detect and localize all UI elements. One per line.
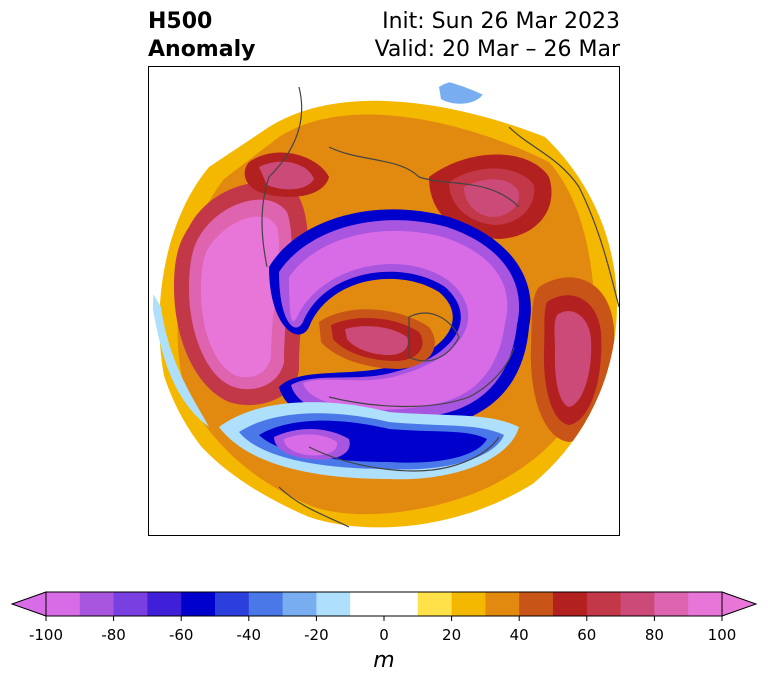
colorbar-segment	[417, 592, 453, 616]
colorbar-segment	[79, 592, 115, 616]
colorbar-tick-label: 20	[442, 626, 461, 644]
init-date: Init: Sun 26 Mar 2023	[382, 9, 620, 34]
colorbar-tick-label: 80	[645, 626, 664, 644]
map-dates: Init: Sun 26 Mar 2023 Valid: 20 Mar – 26…	[375, 8, 620, 64]
colorbar-segment	[316, 592, 351, 616]
colorbar-tick-label: 60	[577, 626, 596, 644]
anomaly-map	[153, 80, 619, 528]
colorbar-tick-label: -40	[237, 626, 262, 644]
colorbar-segment	[485, 592, 520, 616]
colorbar-segment	[147, 592, 182, 616]
valid-range: Valid: 20 Mar – 26 Mar	[374, 37, 620, 62]
colorbar: -100 -80 -60 -40 -20 0 20 40 60 80 100	[10, 591, 758, 644]
colorbar-tick-label: 0	[379, 626, 389, 644]
colorbar-segment	[654, 592, 689, 616]
colorbar-segment	[688, 592, 723, 616]
title-variable: H500	[148, 9, 213, 34]
colorbar-tick-label: 100	[708, 626, 737, 644]
colorbar-segment	[384, 592, 419, 616]
map-title: H500 Anomaly	[148, 8, 255, 64]
colorbar-tick-label: -20	[304, 626, 329, 644]
colorbar-segment	[113, 592, 148, 616]
title-anomaly: Anomaly	[148, 37, 256, 62]
colorbar-segment	[282, 592, 317, 616]
colorbar-segment	[553, 592, 588, 616]
map-panel	[148, 66, 620, 536]
colorbar-segment	[215, 592, 250, 616]
colorbar-extend-low	[10, 591, 47, 617]
colorbar-tick-label: 40	[510, 626, 529, 644]
colorbar-segment	[586, 592, 622, 616]
colorbar-segment	[451, 592, 486, 616]
coastlines	[261, 86, 619, 528]
colorbar-tick-label: -80	[101, 626, 126, 644]
unit-label: m	[373, 648, 395, 673]
colorbar-segment	[519, 592, 554, 616]
colorbar-segment	[248, 592, 284, 616]
colorbar-extend-high	[721, 591, 758, 617]
colorbar-segment	[620, 592, 655, 616]
colorbar-segment	[350, 592, 385, 616]
colorbar-segment	[46, 592, 81, 616]
colorbar-segment	[181, 592, 216, 616]
colorbar-tick-label: -100	[29, 626, 63, 644]
colorbar-tick-label: -60	[169, 626, 194, 644]
